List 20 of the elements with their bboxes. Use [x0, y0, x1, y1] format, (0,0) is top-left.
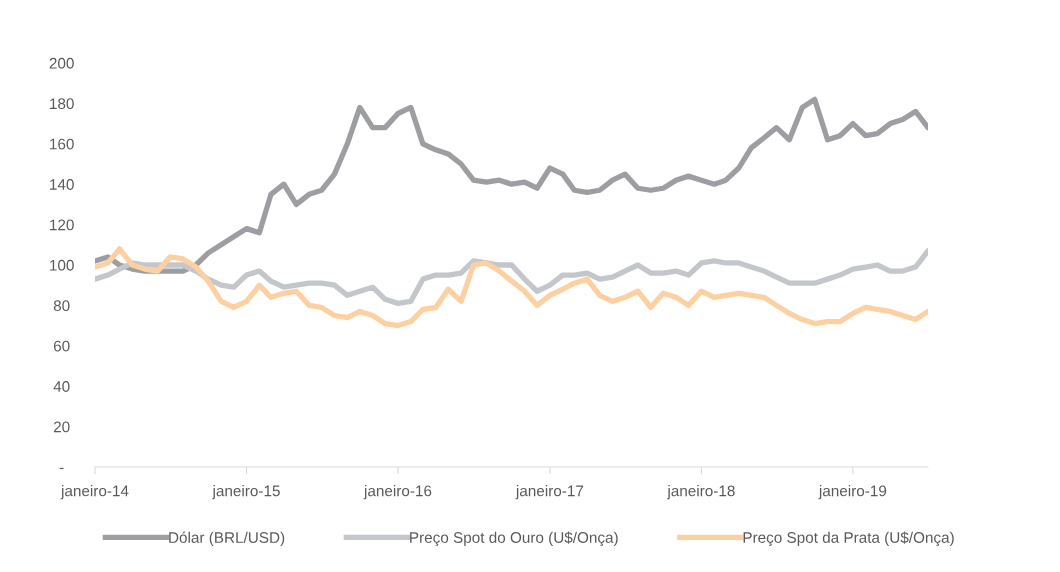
- y-tick-label: 60: [53, 340, 70, 352]
- y-tick-label: -: [59, 467, 64, 470]
- legend-label: Preço Spot do Ouro (U$/Onça): [410, 531, 618, 547]
- x-tick-label: janeiro-15: [212, 485, 280, 500]
- y-tick-label: 120: [50, 219, 74, 231]
- y-tick-label: 160: [50, 138, 74, 150]
- legend-label: Preço Spot da Prata (U$/Onça): [743, 531, 954, 547]
- legend-label: Dólar (BRL/USD): [169, 531, 285, 546]
- y-tick-label: 80: [53, 300, 70, 312]
- y-tick-label: 180: [50, 98, 74, 110]
- x-tick-label: janeiro-17: [515, 485, 584, 500]
- x-tick-label: janeiro-16: [363, 485, 432, 500]
- y-tick-label: 200: [49, 57, 74, 69]
- y-tick-label: 140: [50, 179, 74, 190]
- x-tick-label: janeiro-14: [60, 485, 129, 500]
- x-tick-label: janeiro-19: [818, 485, 887, 500]
- x-tick-label: janeiro-18: [667, 485, 735, 500]
- y-tick-label: 20: [53, 421, 70, 433]
- y-tick-label: 100: [50, 259, 74, 271]
- y-tick-label: 40: [53, 381, 70, 392]
